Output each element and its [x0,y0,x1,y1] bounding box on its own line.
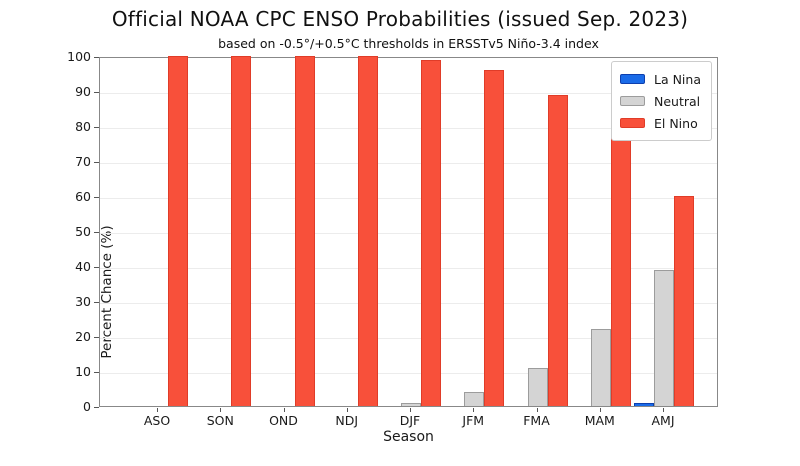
bar-la-nina-amj [634,402,654,406]
gridline [100,127,717,129]
y-tick-label: 20 [75,329,91,344]
bar-el-nino-fma [547,94,568,406]
gridline [100,162,717,164]
y-tick-label: 0 [83,399,91,414]
y-tick-mark [94,232,99,233]
bar-el-nino-djf [421,59,441,406]
y-tick-label: 100 [67,49,91,64]
legend-item-neutral: Neutral [619,90,701,112]
x-tick-label-jfm: JFM [462,413,485,428]
gridline [100,267,717,269]
gridline [100,197,717,199]
bar-el-nino-son [231,56,252,406]
x-tick-label-son: SON [206,413,234,428]
y-axis-label: Percent Chance (%) [99,225,115,359]
x-tick-mark [663,408,664,412]
x-tick-mark [599,408,601,412]
y-tick-label: 40 [75,259,91,274]
y-tick-mark [94,57,99,58]
bar-neutral-jfm [464,392,485,406]
bar-el-nino-ond [294,56,315,406]
x-tick-label-mam: MAM [584,413,615,428]
bar-el-nino-mam [610,133,631,406]
y-tick-mark [94,372,99,373]
x-tick-label-ond: OND [269,413,298,428]
chart-subtitle: based on -0.5°/+0.5°C thresholds in ERSS… [218,36,599,51]
y-tick-label: 10 [75,364,91,379]
bar-neutral-djf [401,402,421,406]
y-tick-label: 90 [75,84,91,99]
plot-area: Percent Chance (%) La Nina Neutral El Nino [99,56,718,407]
x-tick-label-ndj: NDJ [335,413,359,428]
legend-label-el-nino: El Nino [653,115,698,131]
x-tick-label-djf: DJF [399,413,421,428]
y-tick-mark [94,407,99,408]
y-tick-mark [94,127,99,128]
y-tick-label: 60 [75,189,91,204]
x-tick-mark [220,408,222,412]
x-tick-label-amj: AMJ [651,413,675,428]
y-tick-label: 70 [75,154,91,169]
legend-swatch-la-nina [619,74,645,84]
gridline [100,232,717,234]
y-tick-mark [94,92,99,93]
x-tick-mark [157,408,158,412]
gridline [100,92,717,94]
legend-swatch-neutral [619,96,645,106]
legend-label-neutral: Neutral [653,93,701,109]
y-tick-mark [94,162,99,163]
gridline [100,337,717,339]
x-tick-mark [536,408,538,412]
y-tick-mark [94,302,99,303]
y-tick-label: 50 [75,224,91,239]
chart-title: Official NOAA CPC ENSO Probabilities (is… [111,7,689,31]
bar-neutral-mam [590,329,611,406]
x-tick-label-aso: ASO [143,413,171,428]
x-tick-label-fma: FMA [523,413,550,428]
y-tick-mark [94,197,99,198]
x-tick-mark [283,408,285,412]
bar-neutral-amj [654,269,674,406]
gridline [100,372,717,374]
y-tick-mark [94,267,99,268]
bar-el-nino-ndj [357,56,378,406]
bar-el-nino-jfm [484,70,505,406]
y-tick-label: 80 [75,119,91,134]
x-tick-mark [410,408,411,412]
y-tick-label: 30 [75,294,91,309]
legend-swatch-el-nino [619,118,645,128]
y-tick-mark [94,337,99,338]
x-axis-label: Season [383,429,434,445]
legend-label-la-nina: La Nina [653,71,701,87]
gridline [100,302,717,304]
bar-neutral-fma [527,367,548,406]
x-tick-mark [346,408,348,412]
legend-item-el-nino: El Nino [619,112,701,134]
bar-el-nino-amj [674,196,694,406]
bar-el-nino-aso [168,56,188,406]
x-tick-mark [473,408,475,412]
legend-item-la-nina: La Nina [619,68,701,90]
legend: La Nina Neutral El Nino [610,61,712,141]
